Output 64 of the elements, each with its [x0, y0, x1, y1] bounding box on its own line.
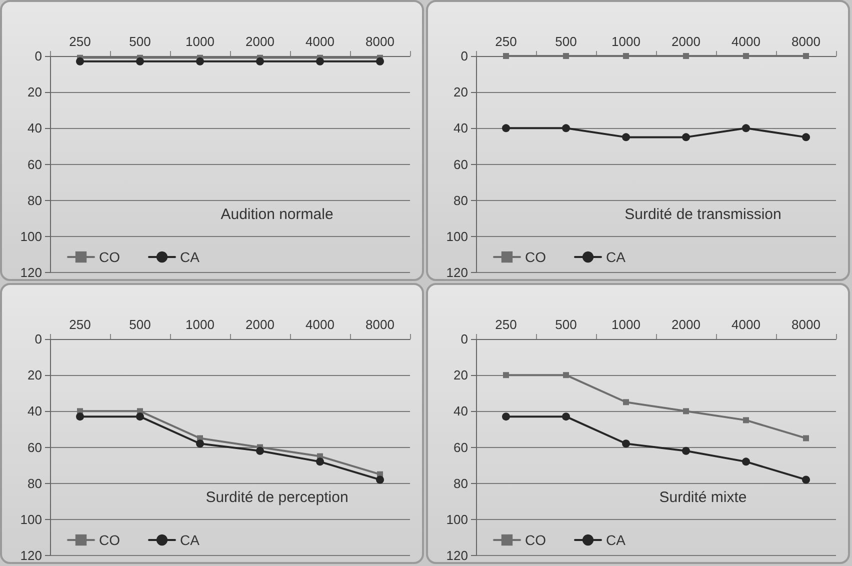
- y-tick-label: 60: [28, 440, 42, 455]
- y-tick-label: 0: [460, 332, 468, 346]
- y-tick-label: 20: [454, 368, 468, 383]
- y-tick-label: 100: [446, 512, 468, 527]
- y-tick-label: 80: [28, 192, 42, 208]
- x-tick-label: 8000: [366, 34, 394, 49]
- text: Surdité de perception: [206, 489, 348, 506]
- x-tick-label: 1000: [612, 317, 640, 332]
- y-tick-label: 80: [28, 476, 42, 491]
- y-tick-label: 20: [454, 84, 468, 100]
- legend-label: CA: [606, 249, 626, 265]
- x-tick-label: 2000: [672, 317, 700, 332]
- x-tick-label: 8000: [792, 34, 820, 49]
- legend-label: CO: [99, 532, 120, 548]
- x-tick-label: 4000: [306, 34, 334, 49]
- x-tick-label: 250: [495, 317, 517, 332]
- y-tick-label: 80: [454, 476, 468, 491]
- x-tick-label: 250: [69, 317, 91, 332]
- legend-label: CA: [180, 249, 200, 265]
- y-tick-label: 40: [28, 120, 42, 136]
- legend-label: CO: [99, 249, 120, 265]
- y-tick-label: 120: [20, 548, 42, 563]
- y-tick-label: 60: [454, 156, 468, 172]
- y-tick-label: 120: [20, 265, 42, 280]
- text: Audition normale: [220, 206, 334, 223]
- y-tick-label: 100: [446, 228, 468, 244]
- legend-label: CA: [180, 532, 200, 548]
- x-tick-label: 250: [69, 34, 91, 49]
- y-tick-label: 20: [28, 368, 42, 383]
- legend-label: CA: [606, 532, 626, 548]
- y-tick-label: 80: [454, 192, 468, 208]
- x-tick-label: 250: [495, 34, 517, 49]
- y-tick-label: 100: [20, 228, 42, 244]
- y-tick-label: 40: [28, 404, 42, 419]
- x-tick-label: 1000: [186, 34, 214, 49]
- text: Surdité de transmission: [624, 206, 782, 223]
- legend-label: CO: [525, 532, 546, 548]
- x-tick-label: 1000: [612, 34, 640, 49]
- x-tick-label: 500: [555, 317, 577, 332]
- text: Surdité mixte: [659, 489, 747, 506]
- x-tick-label: 500: [129, 34, 151, 49]
- x-tick-label: 2000: [672, 34, 700, 49]
- y-tick-label: 120: [446, 548, 468, 563]
- y-tick-label: 40: [454, 404, 468, 419]
- y-tick-label: 100: [20, 512, 42, 527]
- x-tick-label: 2000: [246, 317, 274, 332]
- x-tick-label: 2000: [246, 34, 274, 49]
- y-tick-label: 0: [34, 48, 42, 64]
- x-tick-label: 4000: [306, 317, 334, 332]
- x-tick-label: 8000: [792, 317, 820, 332]
- x-tick-label: 500: [555, 34, 577, 49]
- y-tick-label: 40: [454, 120, 468, 136]
- y-tick-label: 60: [28, 156, 42, 172]
- x-tick-label: 4000: [732, 317, 760, 332]
- x-tick-label: 500: [129, 317, 151, 332]
- y-tick-label: 60: [454, 440, 468, 455]
- x-tick-label: 8000: [366, 317, 394, 332]
- y-tick-label: 120: [446, 265, 468, 280]
- y-tick-label: 0: [34, 332, 42, 346]
- x-tick-label: 1000: [186, 317, 214, 332]
- y-tick-label: 20: [28, 84, 42, 100]
- legend-label: CO: [525, 249, 546, 265]
- x-tick-label: 4000: [732, 34, 760, 49]
- y-tick-label: 0: [460, 48, 468, 64]
